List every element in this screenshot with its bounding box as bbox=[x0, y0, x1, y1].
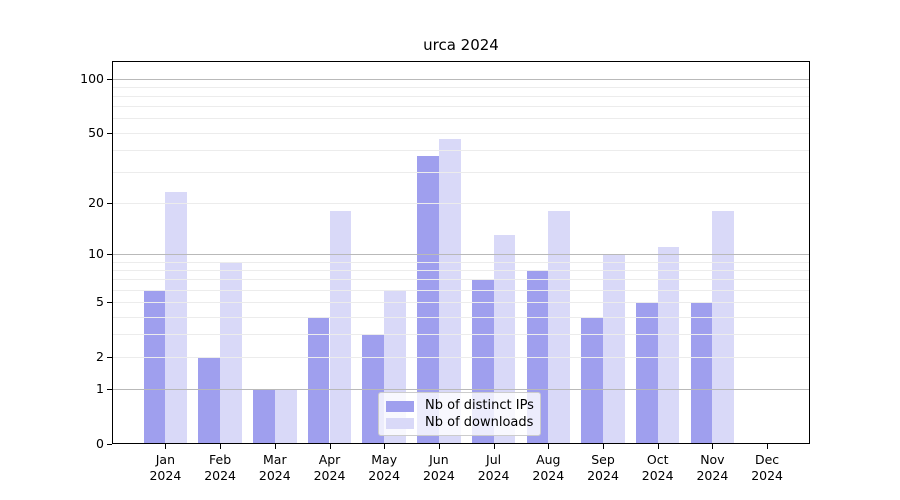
x-tick-mark bbox=[274, 444, 276, 449]
bar-ips-feb bbox=[198, 357, 221, 444]
x-tick-mark bbox=[548, 444, 550, 449]
y-tick-label: 5 bbox=[96, 294, 104, 310]
y-tick-mark bbox=[107, 356, 112, 358]
y-tick-label: 50 bbox=[88, 124, 104, 140]
chart-title: urca 2024 bbox=[423, 36, 499, 54]
x-tick-mark bbox=[493, 444, 495, 449]
legend-swatch-downloads bbox=[386, 417, 414, 429]
x-tick-label-jan: Jan 2024 bbox=[149, 452, 182, 483]
x-tick-label-feb: Feb 2024 bbox=[204, 452, 236, 483]
x-tick-mark bbox=[165, 444, 167, 449]
x-tick-mark bbox=[438, 444, 440, 449]
x-tick-label-jun: Jun 2024 bbox=[422, 452, 455, 483]
legend-row-downloads: Nb of downloads bbox=[386, 415, 534, 431]
bar-downloads-oct bbox=[657, 247, 680, 444]
x-tick-mark bbox=[767, 444, 769, 449]
bar-ips-jan bbox=[143, 289, 166, 444]
legend-row-distinct-ips: Nb of distinct IPs bbox=[386, 398, 534, 414]
bar-downloads-sep bbox=[603, 254, 625, 444]
x-tick-label-oct: Oct 2024 bbox=[641, 452, 674, 483]
y-tick-mark bbox=[107, 302, 112, 304]
y-tick-label: 100 bbox=[80, 70, 104, 86]
y-tick-label: 10 bbox=[88, 246, 104, 262]
bar-ips-apr bbox=[307, 316, 330, 444]
x-tick-mark bbox=[603, 444, 604, 449]
bar-ips-oct bbox=[635, 302, 658, 444]
x-tick-mark bbox=[220, 444, 222, 449]
x-tick-mark bbox=[712, 444, 714, 449]
y-tick-label: 1 bbox=[96, 381, 104, 397]
bar-downloads-jan bbox=[165, 192, 188, 444]
x-tick-label-may: May 2024 bbox=[368, 452, 401, 483]
bar-downloads-jul bbox=[493, 235, 516, 444]
x-tick-label-mar: Mar 2024 bbox=[258, 452, 291, 483]
y-tick-mark bbox=[107, 78, 112, 80]
y-tick-label: 2 bbox=[96, 348, 104, 364]
y-tick-label: 20 bbox=[88, 194, 104, 210]
x-tick-label-sep: Sep 2024 bbox=[587, 452, 619, 483]
legend-swatch-distinct-ips bbox=[386, 400, 414, 412]
bar-downloads-apr bbox=[329, 210, 352, 444]
legend-label-downloads: Nb of downloads bbox=[425, 415, 534, 430]
x-tick-mark bbox=[657, 444, 659, 449]
plot-area bbox=[112, 61, 810, 444]
x-tick-mark bbox=[329, 444, 331, 449]
x-tick-label-nov: Nov 2024 bbox=[696, 452, 729, 483]
x-tick-label-dec: Dec 2024 bbox=[751, 452, 783, 483]
bar-downloads-aug bbox=[548, 210, 571, 444]
y-tick-mark bbox=[107, 389, 112, 391]
legend-label-distinct-ips: Nb of distinct IPs bbox=[425, 398, 534, 413]
bar-ips-mar bbox=[253, 389, 275, 444]
x-tick-label-aug: Aug 2024 bbox=[532, 452, 565, 483]
y-tick-mark bbox=[107, 444, 112, 445]
y-tick-mark bbox=[107, 132, 112, 134]
bar-ips-nov bbox=[690, 302, 713, 444]
bar-downloads-feb bbox=[220, 261, 242, 444]
bar-downloads-nov bbox=[712, 210, 735, 444]
x-tick-mark bbox=[384, 444, 386, 449]
y-tick-mark bbox=[107, 254, 112, 256]
legend: Nb of distinct IPs Nb of downloads bbox=[378, 392, 541, 436]
bars-layer bbox=[112, 61, 810, 444]
bar-ips-sep bbox=[581, 316, 603, 444]
x-tick-label-apr: Apr 2024 bbox=[313, 452, 346, 483]
bar-downloads-jun bbox=[438, 139, 461, 444]
y-tick-label: 0 bbox=[96, 436, 104, 451]
bar-ips-jun bbox=[417, 155, 439, 444]
bar-downloads-mar bbox=[274, 389, 297, 444]
y-tick-mark bbox=[107, 202, 112, 204]
x-tick-label-jul: Jul 2024 bbox=[477, 452, 510, 483]
